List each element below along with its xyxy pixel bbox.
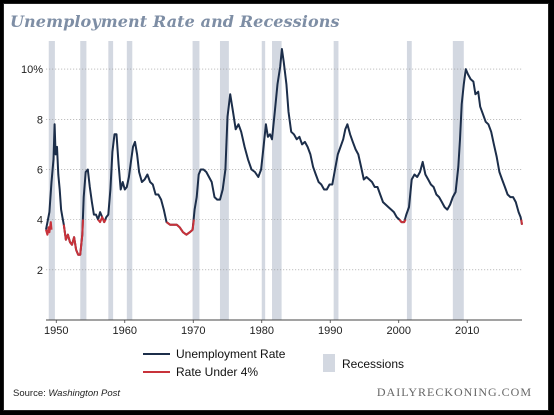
series-rate-under-4 <box>165 219 195 236</box>
source-prefix: Source: <box>13 388 46 399</box>
y-tick-label: 2 <box>37 265 43 277</box>
recession-band <box>406 41 412 320</box>
x-tick-label: 1990 <box>318 325 342 337</box>
x-tick-label: 1960 <box>113 325 137 337</box>
legend: Unemployment Rate Rate Under 4% Recessio… <box>143 347 404 379</box>
recession-band <box>333 41 339 320</box>
recession-band <box>261 41 266 320</box>
recession-band <box>192 41 200 320</box>
series-rate-under-4 <box>97 216 107 224</box>
x-tick-label: 1950 <box>44 325 68 337</box>
recession-band <box>126 41 133 320</box>
x-tick-labels: 1950 1960 1970 1980 1990 2000 2010 <box>44 320 479 337</box>
y-tick-label: 4 <box>37 215 43 227</box>
series-rate-under-4 <box>62 219 84 256</box>
x-tick-label: 2010 <box>455 325 479 337</box>
series-rate-under-4 <box>45 221 53 236</box>
legend-line-label: Unemployment Rate <box>176 347 286 361</box>
y-tick-label: 6 <box>37 164 43 176</box>
x-tick-label: 1980 <box>249 325 273 337</box>
chart-title: Unemployment Rate and Recessions <box>10 12 340 31</box>
y-tick-label: 8 <box>37 114 43 126</box>
y-tick-label: 10% <box>21 64 43 76</box>
recession-band <box>80 41 87 320</box>
series-rate-under-4 <box>398 218 407 224</box>
recession-band <box>272 41 282 320</box>
legend-recession-swatch <box>323 354 335 372</box>
x-tick-label: 1970 <box>181 325 205 337</box>
recession-band <box>452 41 464 320</box>
grid-lines <box>46 68 522 271</box>
series-unemployment-rate <box>45 48 523 256</box>
series-lines <box>45 48 523 256</box>
x-tick-label: 2000 <box>386 325 410 337</box>
legend-recession-label: Recessions <box>342 357 404 371</box>
source-name: Washington Post <box>48 388 121 399</box>
legend-highlight-label: Rate Under 4% <box>176 365 258 379</box>
brand-watermark: DAILYRECKONING.COM <box>376 385 532 399</box>
y-tick-labels: 2 4 6 8 10% <box>21 64 43 277</box>
series-rate-under-4 <box>520 219 523 225</box>
source-note: Source: Washington Post <box>13 388 120 399</box>
